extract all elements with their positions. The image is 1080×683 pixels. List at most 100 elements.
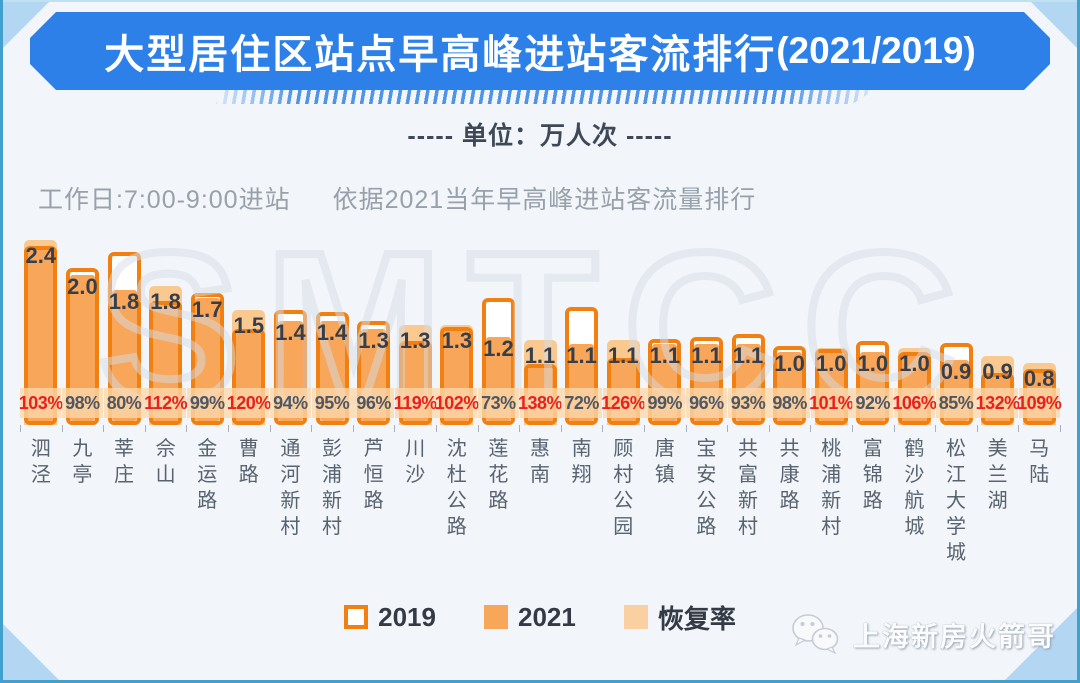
bar-value-label: 1.3 (358, 327, 389, 353)
bar-value-label: 2.0 (67, 274, 98, 299)
bar-value-label: 1.0 (899, 351, 930, 376)
recovery-band: 92% (852, 388, 894, 418)
legend-label-2021: 2021 (517, 601, 576, 632)
recovery-pct-label: 101% (809, 392, 854, 413)
axis-tick (61, 425, 63, 432)
station-name-唐镇: 唐 镇 (654, 438, 675, 486)
recovery-pct-label: 98% (772, 392, 807, 413)
recovery-pct-label: 126% (601, 392, 646, 413)
wechat-icon (792, 614, 839, 655)
axis-tick (394, 425, 396, 432)
axis-tick (436, 425, 437, 432)
axis-tick (186, 425, 188, 432)
corner-triangle-bottom-left (3, 624, 59, 680)
bar-value-label: 0.8 (1023, 366, 1055, 392)
station-name-松江大学城: 松 江 大 学 城 (945, 438, 966, 564)
station-name-佘山: 佘 山 (155, 438, 176, 486)
axis-tick (768, 425, 770, 432)
axis-ticks (20, 425, 1061, 432)
station-name-莲花路: 莲 花 路 (488, 438, 509, 512)
station-name-美兰湖: 美 兰 湖 (987, 438, 1008, 512)
recovery-band: 109% (1017, 388, 1062, 418)
station-name-富锦路: 富 锦 路 (862, 438, 883, 512)
recovery-band: 103% (18, 388, 64, 418)
recovery-band: 93% (727, 388, 769, 418)
axis-tick (560, 425, 562, 432)
axis-tick (103, 425, 105, 432)
legend: 2019 2021 恢复率 (0, 599, 1080, 635)
legend-swatch-recovery (623, 605, 648, 629)
bar-2019-泗泾 (24, 245, 58, 425)
recovery-pct-label: 96% (356, 392, 391, 413)
station-name-马陆: 马 陆 (1029, 438, 1050, 486)
recovery-pct-label: 119% (393, 392, 438, 413)
axis-tick (852, 425, 853, 432)
bar-chart: 2.4 103% 2.0 98% 1.8 80% 1.8 112% 1.7 99% 1.5 120% 1… (18, 230, 1062, 425)
recovery-band: 73% (477, 388, 519, 418)
bar-value-label: 0.9 (940, 358, 972, 384)
station-name-沈杜公路: 沈 杜 公 路 (446, 438, 467, 538)
bar-value-label: 1.1 (607, 343, 639, 369)
axis-tick (1060, 425, 1061, 432)
recovery-band: 99% (186, 388, 228, 418)
station-name-金运路: 金 运 路 (197, 438, 218, 512)
axis-tick (893, 425, 895, 432)
recovery-pct-label: 99% (647, 392, 683, 413)
station-name-九亭: 九 亭 (72, 438, 93, 486)
recovery-band: 126% (601, 388, 646, 418)
recovery-pct-label: 120% (226, 392, 272, 413)
recovery-pct-label: 112% (144, 392, 188, 413)
station-name-彭浦新村: 彭 浦 新 村 (321, 438, 342, 538)
note-ranking-basis: 依据2021当年早高峰进站客流量排行 (332, 186, 757, 214)
bar-value-label: 1.0 (815, 351, 847, 376)
axis-tick (228, 425, 229, 432)
bar-value-label: 1.0 (774, 351, 805, 376)
recovery-band: 119% (393, 388, 438, 418)
recovery-band: 99% (644, 388, 686, 418)
bar-value-label: 1.5 (233, 312, 265, 338)
bar-value-label: 0.9 (982, 358, 1013, 384)
recovery-band: 94% (269, 388, 311, 418)
hatched-ribbon-decoration (216, 90, 874, 104)
legend-label-2019: 2019 (378, 601, 436, 632)
station-name-曹路: 曹 路 (238, 438, 259, 486)
recovery-band: 132% (976, 388, 1020, 418)
station-name-通河新村: 通 河 新 村 (280, 438, 301, 538)
axis-tick (352, 425, 354, 432)
legend-item-recovery: 恢复率 (623, 599, 736, 636)
recovery-pct-label: 85% (938, 392, 974, 413)
recovery-pct-label: 96% (689, 392, 724, 413)
station-name-共富新村: 共 富 新 村 (737, 438, 758, 538)
bar-value-label: 1.2 (483, 335, 514, 361)
recovery-pct-label: 106% (892, 392, 937, 413)
recovery-band: 98% (61, 388, 103, 418)
recovery-pct-label: 103% (18, 392, 64, 413)
bar-2019-川沙 (398, 340, 432, 425)
axis-tick (269, 425, 271, 432)
recovery-band: 98% (769, 388, 811, 418)
publisher-name: 上海新房火箭哥 (853, 621, 1056, 652)
station-name-泗泾: 泗 泾 (30, 438, 51, 486)
title-banner: 大型居住区站点早高峰进站客流排行 (2021/2019) (30, 12, 1050, 90)
station-name-宝安公路: 宝 安 公 路 (696, 438, 717, 538)
page-title-years: (2021/2019) (776, 30, 976, 71)
station-labels: 泗 泾九 亭莘 庄佘 山金 运 路曹 路通 河 新 村彭 浦 新 村芦 恒 路川… (20, 436, 1060, 596)
frame-edge-right (1077, 0, 1080, 683)
recovery-band: 85% (935, 388, 977, 418)
bar-value-label: 1.1 (691, 343, 722, 369)
recovery-band: 112% (144, 388, 188, 418)
bar-2019-曹路 (232, 328, 266, 425)
recovery-pct-label: 95% (314, 392, 350, 413)
frame-edge-top (0, 0, 1080, 2)
frame-edge-bottom (0, 680, 1080, 683)
recovery-band: 95% (311, 388, 353, 418)
recovery-pct-label: 109% (1017, 392, 1062, 413)
bar-2019-沈杜公路 (440, 326, 474, 425)
axis-tick (20, 425, 21, 432)
axis-tick (602, 425, 604, 432)
axis-tick (311, 425, 313, 432)
recovery-band: 101% (809, 388, 854, 418)
station-name-芦恒路: 芦 恒 路 (363, 438, 384, 512)
recovery-pct-label: 92% (855, 392, 891, 413)
axis-tick (685, 425, 687, 432)
